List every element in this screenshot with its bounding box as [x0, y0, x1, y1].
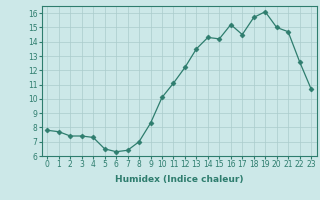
X-axis label: Humidex (Indice chaleur): Humidex (Indice chaleur) [115, 175, 244, 184]
